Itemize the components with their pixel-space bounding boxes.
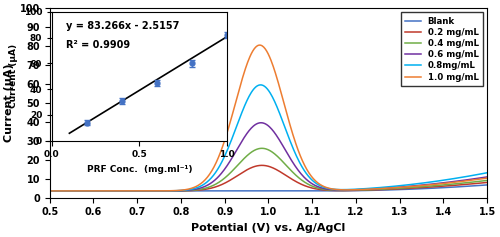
Line: 0.6 mg/mL: 0.6 mg/mL — [50, 123, 487, 191]
0.4 mg/mL — [306, 183, 312, 186]
Blank — [376, 189, 382, 191]
0.4 mg/mL — [159, 190, 165, 192]
Blank — [304, 190, 310, 192]
0.6 mg/mL — [244, 131, 250, 134]
0.2 mg/mL — [484, 181, 490, 184]
0.8mg/mL — [124, 190, 130, 192]
0.8mg/mL — [377, 186, 383, 189]
0.8mg/mL — [46, 190, 52, 192]
Blank — [339, 189, 345, 192]
Line: Blank: Blank — [50, 185, 487, 191]
Blank — [124, 190, 130, 192]
Blank — [244, 190, 250, 192]
0.4 mg/mL — [244, 154, 250, 157]
0.2 mg/mL — [46, 190, 52, 192]
0.2 mg/mL — [306, 186, 312, 188]
Legend: Blank, 0.2 mg/mL, 0.4 mg/mL, 0.6 mg/mL, 0.8mg/mL, 1.0 mg/mL: Blank, 0.2 mg/mL, 0.4 mg/mL, 0.6 mg/mL, … — [401, 13, 483, 86]
0.8mg/mL — [340, 188, 345, 191]
Line: 0.8mg/mL: 0.8mg/mL — [50, 85, 487, 191]
0.8mg/mL — [244, 98, 250, 100]
0.4 mg/mL — [46, 190, 52, 192]
1.0 mg/mL — [46, 190, 52, 192]
0.4 mg/mL — [259, 147, 265, 150]
1.0 mg/mL — [159, 189, 165, 192]
0.8mg/mL — [306, 175, 312, 178]
1.0 mg/mL — [244, 61, 250, 64]
0.6 mg/mL — [340, 189, 345, 191]
0.4 mg/mL — [484, 179, 490, 182]
0.4 mg/mL — [124, 190, 130, 192]
1.0 mg/mL — [484, 177, 490, 179]
0.8mg/mL — [484, 171, 490, 174]
0.2 mg/mL — [159, 190, 165, 192]
0.8mg/mL — [258, 83, 264, 86]
0.6 mg/mL — [159, 190, 165, 192]
0.6 mg/mL — [306, 180, 312, 182]
1.0 mg/mL — [124, 190, 130, 192]
1.0 mg/mL — [377, 187, 383, 190]
Line: 0.4 mg/mL: 0.4 mg/mL — [50, 148, 487, 191]
0.6 mg/mL — [377, 187, 383, 190]
0.2 mg/mL — [340, 189, 345, 192]
Line: 0.2 mg/mL: 0.2 mg/mL — [50, 165, 487, 191]
0.6 mg/mL — [124, 190, 130, 192]
0.2 mg/mL — [377, 188, 383, 191]
Blank — [159, 190, 165, 192]
1.0 mg/mL — [257, 44, 263, 46]
0.2 mg/mL — [244, 168, 250, 171]
0.6 mg/mL — [46, 190, 52, 192]
X-axis label: Potential (V) vs. Ag/AgCl: Potential (V) vs. Ag/AgCl — [192, 223, 346, 233]
0.4 mg/mL — [340, 189, 345, 192]
0.8mg/mL — [159, 189, 165, 192]
0.2 mg/mL — [259, 164, 265, 167]
1.0 mg/mL — [306, 170, 312, 173]
0.2 mg/mL — [124, 190, 130, 192]
0.6 mg/mL — [484, 175, 490, 178]
Line: 1.0 mg/mL: 1.0 mg/mL — [50, 45, 487, 191]
0.6 mg/mL — [258, 121, 264, 124]
Y-axis label: Current (μA): Current (μA) — [4, 64, 14, 142]
1.0 mg/mL — [340, 188, 345, 191]
Blank — [484, 183, 490, 186]
0.4 mg/mL — [377, 188, 383, 191]
Blank — [46, 190, 52, 192]
